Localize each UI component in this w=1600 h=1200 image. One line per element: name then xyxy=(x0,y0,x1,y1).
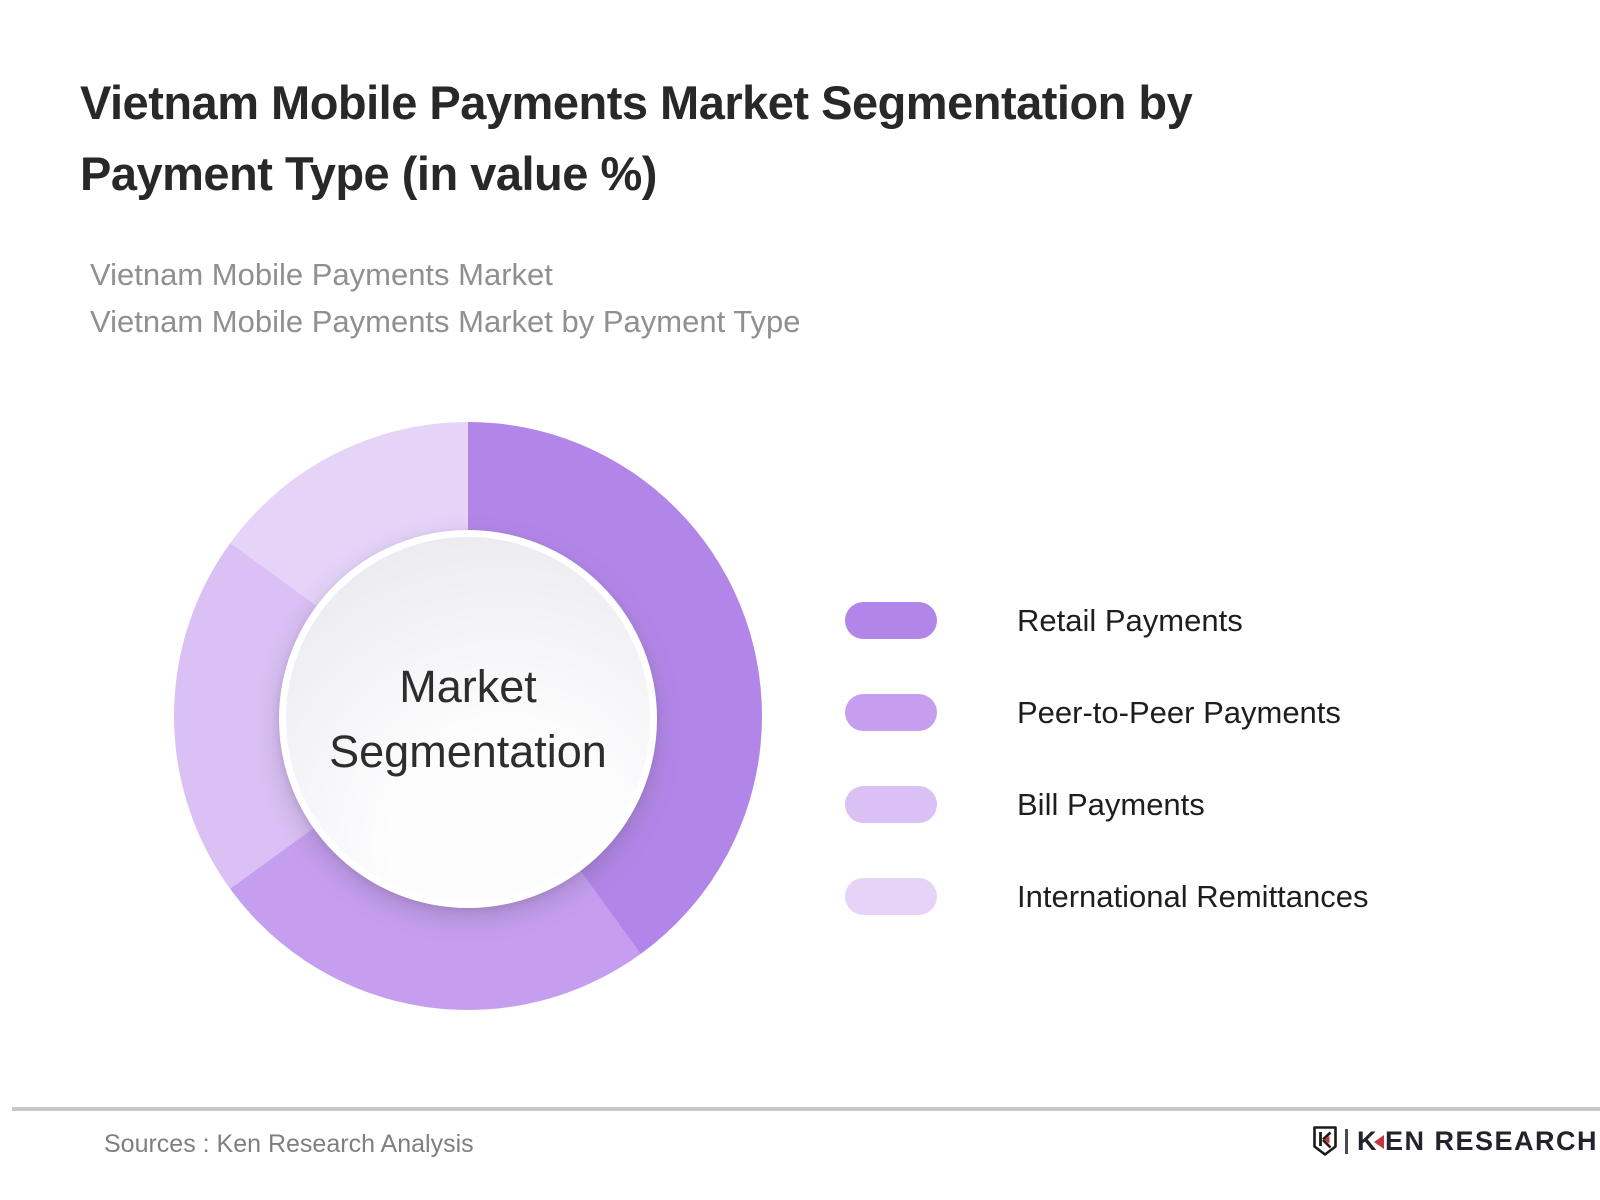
chart-legend: Retail Payments Peer-to-Peer Payments Bi… xyxy=(845,602,1369,915)
legend-label: Bill Payments xyxy=(1017,786,1205,822)
legend-label: Retail Payments xyxy=(1017,602,1243,638)
source-text: Sources : Ken Research Analysis xyxy=(104,1130,474,1158)
ken-research-logo: K EN RESEARCH xyxy=(1312,1124,1598,1158)
brand-name-first-letter: K xyxy=(1357,1125,1378,1156)
chart-subtitle: Vietnam Mobile Payments Market Vietnam M… xyxy=(90,252,800,345)
page-title: Vietnam Mobile Payments Market Segmentat… xyxy=(80,76,1193,200)
red-triangle-icon xyxy=(1374,1135,1384,1149)
legend-item: Bill Payments xyxy=(845,786,1369,823)
legend-item: International Remittances xyxy=(845,878,1369,915)
legend-swatch xyxy=(845,602,937,639)
legend-label: International Remittances xyxy=(1017,878,1369,914)
subtitle-line-2: Vietnam Mobile Payments Market by Paymen… xyxy=(90,303,801,339)
brand-name-rest: EN RESEARCH xyxy=(1385,1125,1599,1156)
donut-center-label: Market Segmentation xyxy=(329,660,607,777)
legend-item: Peer-to-Peer Payments xyxy=(845,694,1369,731)
legend-label: Peer-to-Peer Payments xyxy=(1017,694,1341,730)
legend-swatch xyxy=(845,694,937,731)
donut-chart: Market Segmentation xyxy=(174,422,762,1010)
legend-swatch xyxy=(845,786,937,823)
footer-divider xyxy=(12,1107,1600,1111)
logo-divider-bar xyxy=(1345,1128,1348,1154)
legend-swatch xyxy=(845,878,937,915)
ken-research-shield-icon xyxy=(1313,1126,1337,1156)
subtitle-line-1: Vietnam Mobile Payments Market xyxy=(90,257,553,292)
brand-name: K EN RESEARCH xyxy=(1357,1126,1598,1157)
donut-center-circle: Market Segmentation xyxy=(279,530,657,908)
legend-item: Retail Payments xyxy=(845,602,1369,639)
